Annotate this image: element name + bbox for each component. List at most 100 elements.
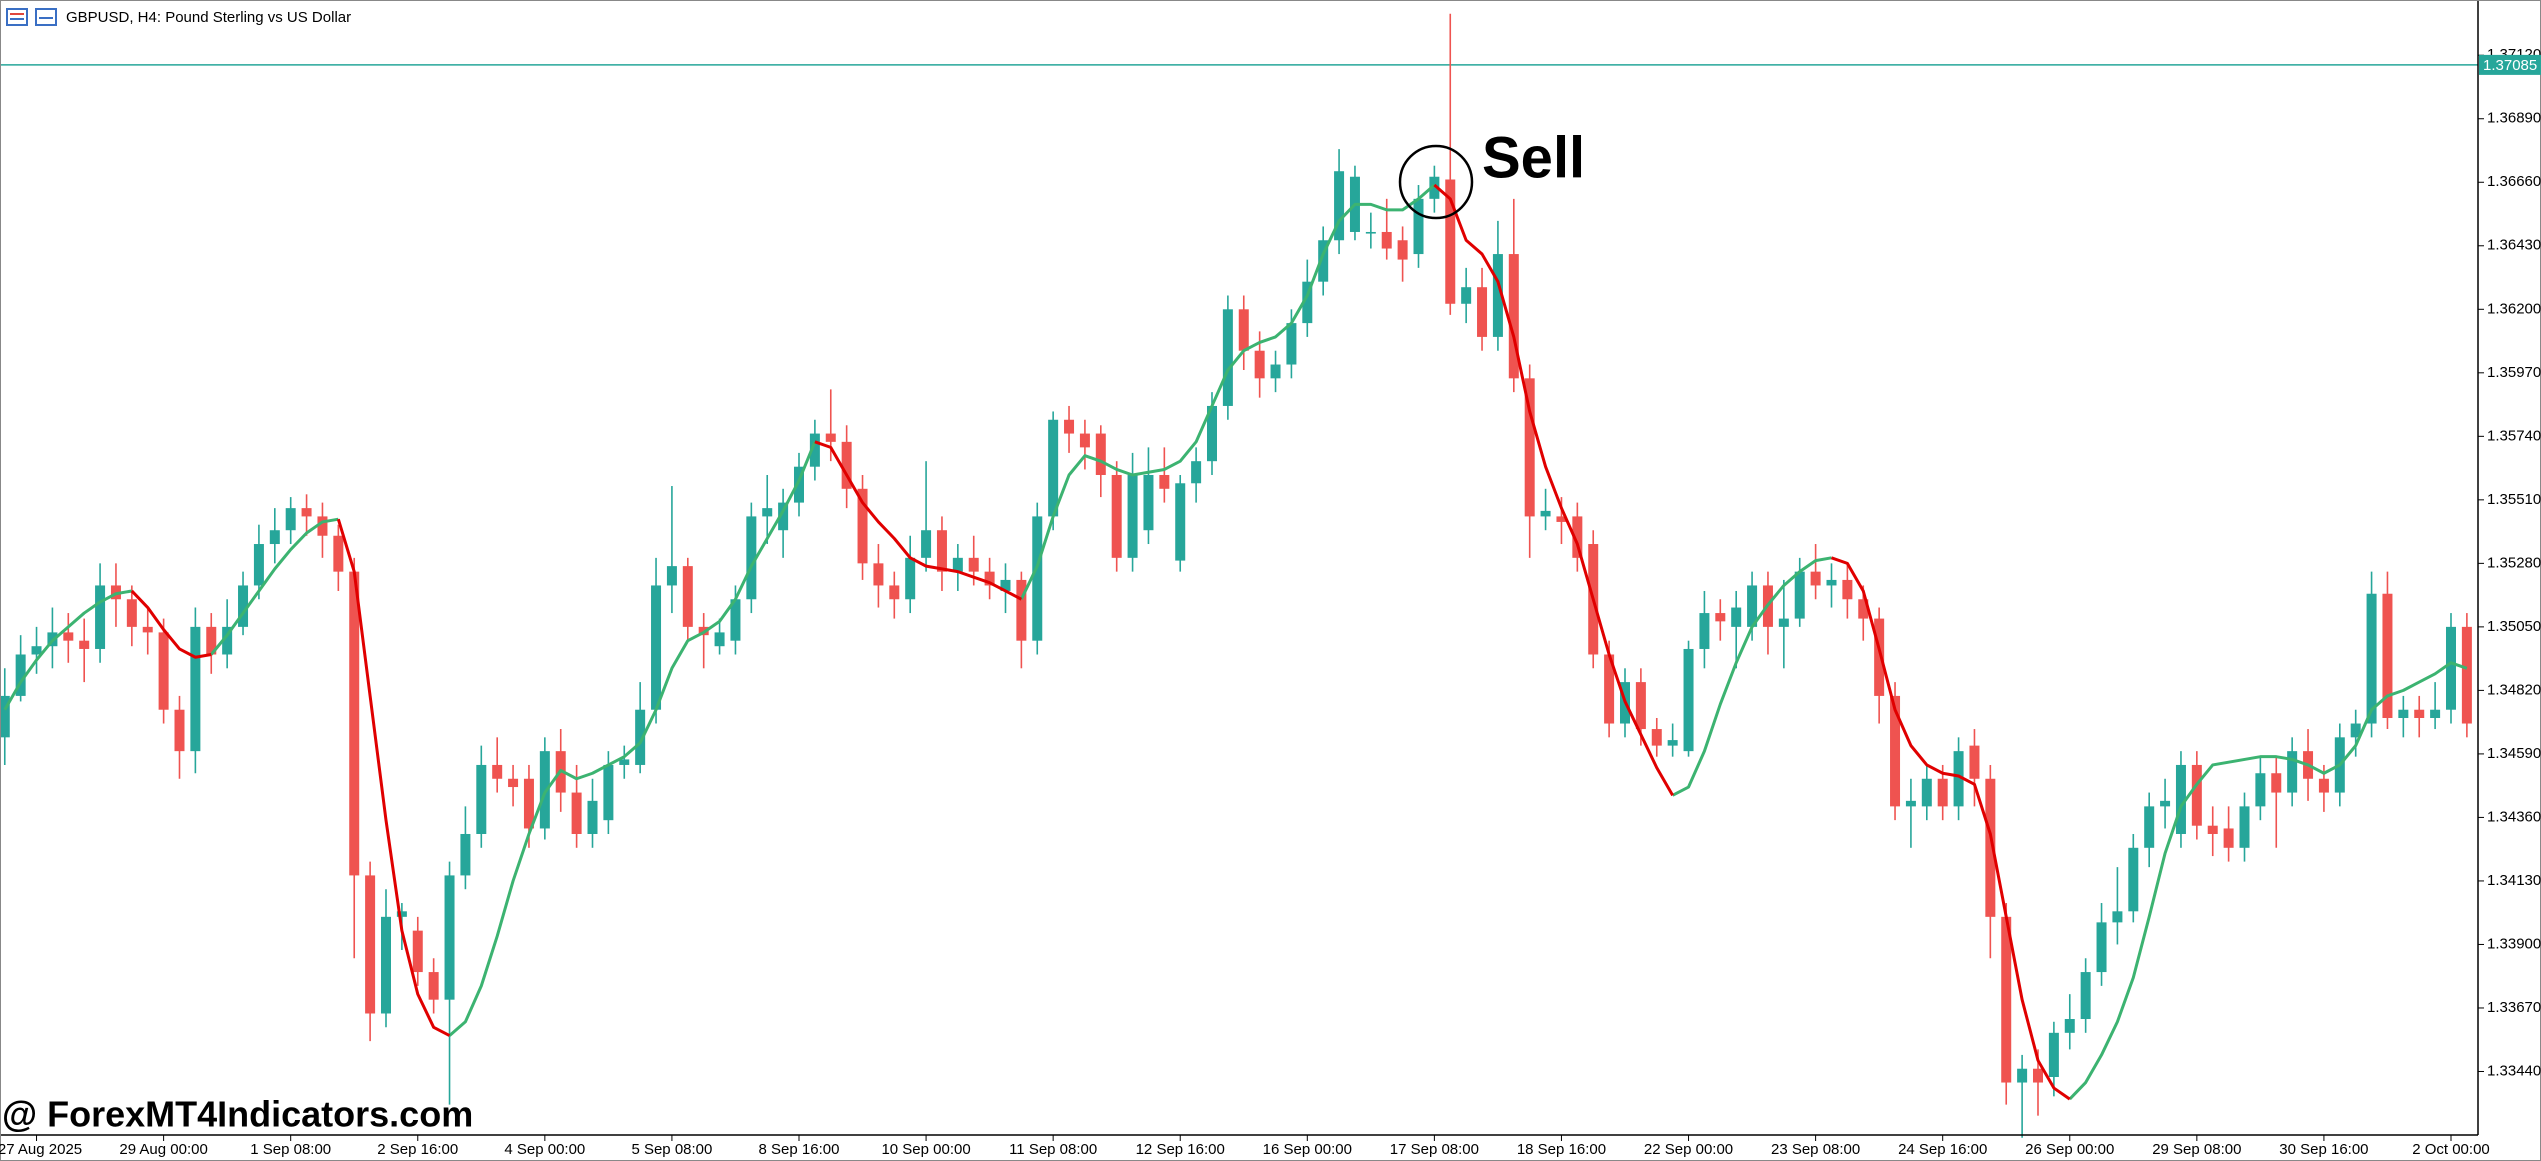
candle-body	[778, 502, 789, 531]
moving-average-line	[448, 441, 817, 1037]
candle-body	[1858, 599, 1869, 619]
y-tick-label: 1.35050	[2487, 618, 2541, 635]
x-tick-label: 1 Sep 08:00	[250, 1141, 331, 1158]
candle-body	[2223, 828, 2234, 848]
candle-body	[1540, 510, 1551, 517]
candle-body	[1159, 474, 1170, 489]
candle-body	[206, 626, 217, 655]
candle-body	[1715, 613, 1726, 622]
candle-body	[63, 632, 74, 641]
candle-body	[2128, 847, 2139, 912]
candle-body	[539, 751, 550, 829]
candle-body	[1778, 618, 1789, 627]
x-tick-label: 26 Sep 00:00	[2025, 1141, 2114, 1158]
candle-body	[1667, 740, 1678, 746]
candle-body	[857, 488, 868, 564]
x-tick-label: 22 Sep 00:00	[1644, 1141, 1733, 1158]
candle-body	[2160, 800, 2171, 807]
candle-body	[730, 599, 741, 641]
x-tick-label: 23 Sep 08:00	[1771, 1141, 1860, 1158]
y-tick-label: 1.33900	[2487, 935, 2541, 952]
candle-body	[1921, 778, 1932, 807]
candle-body	[952, 557, 963, 572]
moving-average-line	[3, 589, 133, 711]
moving-average-line	[130, 589, 212, 659]
y-tick-label: 1.34130	[2487, 872, 2541, 889]
current-price-label: 1.37085	[2483, 57, 2537, 74]
candle-body	[1508, 254, 1519, 379]
candle-body	[2064, 1019, 2075, 1033]
candle-body	[126, 599, 137, 627]
candle-body	[1016, 579, 1027, 641]
y-tick-label: 1.36660	[2487, 173, 2541, 190]
candle-body	[1397, 240, 1408, 260]
candle-body	[523, 778, 534, 829]
chart-title: GBPUSD, H4: Pound Sterling vs US Dollar	[66, 9, 351, 26]
candle-body	[79, 640, 90, 649]
candle-body	[1270, 364, 1281, 379]
candle-body	[936, 530, 947, 572]
moving-average-line	[1831, 556, 2071, 1101]
candle-body	[174, 709, 185, 752]
candle-body	[1794, 571, 1805, 619]
x-tick-label: 29 Aug 00:00	[119, 1141, 207, 1158]
candle-body	[460, 833, 471, 876]
candle-body	[428, 972, 439, 1000]
candle-body	[1318, 240, 1329, 282]
candle-body	[889, 585, 900, 600]
candle-body	[762, 508, 773, 517]
x-tick-label: 29 Sep 08:00	[2152, 1141, 2241, 1158]
candle-body	[2191, 764, 2202, 826]
candle-body	[1111, 474, 1122, 558]
x-tick-label: 11 Sep 08:00	[1009, 1141, 1097, 1158]
candle-body	[793, 466, 804, 503]
candle-body	[365, 875, 376, 1014]
candle-body	[2001, 916, 2012, 1083]
candle-body	[1302, 281, 1313, 324]
candle-body	[142, 626, 153, 633]
candle-body	[921, 530, 932, 558]
x-tick-label: 10 Sep 00:00	[881, 1141, 970, 1158]
candle-body	[1095, 433, 1106, 475]
candle-body	[222, 626, 233, 655]
candle-body	[651, 585, 662, 710]
candle-body	[269, 530, 280, 545]
candle-body	[2207, 825, 2218, 834]
candle-body	[1286, 323, 1297, 365]
candle-body	[2398, 709, 2409, 719]
candle-body	[1524, 378, 1535, 517]
moving-average-line	[814, 440, 1023, 601]
candle-body	[2112, 911, 2123, 923]
x-tick-label: 16 Sep 00:00	[1263, 1141, 1352, 1158]
candle-body	[1206, 405, 1217, 462]
candle-body	[15, 654, 26, 696]
x-tick-label: 27 Aug 2025	[0, 1141, 82, 1158]
candle-body	[2445, 626, 2456, 710]
candle-body	[2318, 778, 2329, 793]
x-tick-label: 17 Sep 08:00	[1390, 1141, 1479, 1158]
candle-body	[1048, 419, 1059, 517]
candle-body	[2271, 773, 2282, 793]
candle-body	[158, 632, 169, 710]
candle-body	[95, 585, 106, 649]
candle-body	[1556, 516, 1567, 522]
moving-average-line	[1433, 183, 1674, 797]
current-price-box	[2479, 54, 2541, 75]
moving-average-line	[210, 517, 339, 656]
candle-body	[2366, 593, 2377, 724]
candle-body	[238, 585, 249, 627]
x-tick-label: 2 Oct 00:00	[2412, 1141, 2490, 1158]
candle-body	[635, 709, 646, 765]
candle-body	[1477, 287, 1488, 337]
candle-body	[1683, 648, 1694, 752]
candle-body	[508, 778, 519, 788]
x-tick-label: 4 Sep 00:00	[504, 1141, 585, 1158]
signal-circle	[1398, 144, 1474, 220]
candle-body	[603, 764, 614, 821]
x-tick-label: 12 Sep 16:00	[1136, 1141, 1225, 1158]
candle-body	[317, 516, 328, 536]
candle-body	[1079, 433, 1090, 448]
y-tick-label: 1.36890	[2487, 110, 2541, 127]
